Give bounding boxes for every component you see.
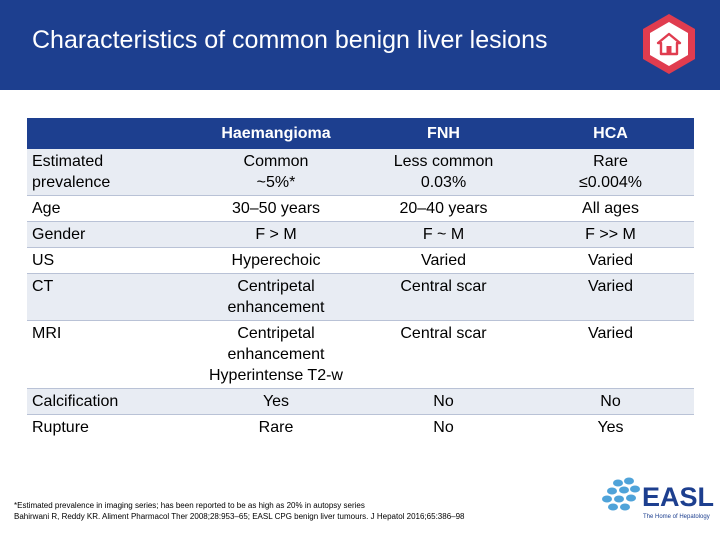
footnote: *Estimated prevalence in imaging series;…	[14, 500, 604, 522]
easl-logo-text: EASL	[642, 482, 715, 512]
cell-haemangioma: 30–50 years	[192, 195, 360, 222]
row-label: Rupture	[27, 414, 192, 440]
slide-title: Characteristics of common benign liver l…	[32, 26, 548, 54]
row-label: Age	[27, 195, 192, 222]
slide-header: Characteristics of common benign liver l…	[0, 0, 720, 90]
cell-line: ≤0.004%	[578, 174, 643, 191]
cell-hca: F >> M	[527, 221, 694, 248]
cell-line: Less common	[393, 153, 494, 170]
cell-line: 30–50 years	[231, 200, 321, 217]
cell-hca: No	[527, 388, 694, 415]
row-label: Gender	[27, 221, 192, 248]
cell-line: Yes	[262, 393, 290, 410]
cell-line: Calcification	[32, 393, 119, 410]
row-label: Estimated prevalence	[27, 149, 192, 196]
table-row: Calcification Yes No No	[27, 388, 694, 415]
cell-fnh: No	[360, 414, 527, 440]
cell-fnh: No	[360, 388, 527, 415]
cell-line: enhancement	[227, 299, 325, 316]
cell-line: No	[433, 393, 454, 410]
cell-line: 0.03%	[420, 174, 467, 191]
cell-line: Varied	[420, 252, 467, 269]
header-cell-fnh: FNH	[360, 118, 527, 149]
cell-line: Centripetal	[237, 325, 315, 342]
cell-line: Yes	[597, 419, 624, 436]
cell-line: Rare	[258, 419, 294, 436]
cell-line: Central scar	[400, 278, 487, 295]
cell-line: Rupture	[32, 419, 89, 436]
cell-line: No	[433, 419, 454, 436]
table-header-row: Haemangioma FNH HCA	[27, 118, 694, 149]
table-row: Age 30–50 years 20–40 years All ages	[27, 195, 694, 222]
cell-haemangioma: Centripetal enhancement Hyperintense T2-w	[192, 320, 360, 389]
table-row: US Hyperechoic Varied Varied	[27, 247, 694, 274]
cell-line: enhancement	[227, 346, 325, 363]
cell-line: All ages	[582, 200, 639, 217]
row-label: MRI	[27, 320, 192, 389]
header-cell-blank	[27, 118, 192, 149]
easl-logo-mark	[602, 477, 640, 511]
cell-line: F > M	[255, 226, 297, 243]
table-row: Rupture Rare No Yes	[27, 414, 694, 440]
cell-line: Varied	[587, 278, 634, 295]
cell-haemangioma: Hyperechoic	[192, 247, 360, 274]
table-row: CT Centripetal enhancement Central scar Vari…	[27, 273, 694, 321]
cell-line: Varied	[587, 252, 634, 269]
header-cell-hca: HCA	[527, 118, 694, 149]
cell-line: Centripetal	[237, 278, 315, 295]
cell-fnh: Central scar	[360, 273, 527, 321]
cell-line: prevalence	[32, 174, 111, 191]
cell-line: Rare	[593, 153, 628, 170]
row-label: US	[27, 247, 192, 274]
cell-hca: Varied	[527, 320, 694, 389]
cell-hca: Varied	[527, 247, 694, 274]
cell-line: Varied	[587, 325, 634, 342]
cell-line: Hyperechoic	[231, 252, 321, 269]
table-row: Gender F > M F ~ M F >> M	[27, 221, 694, 248]
lesion-characteristics-table: Haemangioma FNH HCA Estimated prevalence C…	[27, 118, 694, 440]
cell-line: CT	[32, 278, 54, 295]
cell-hca: Yes	[527, 414, 694, 440]
cell-fnh: F ~ M	[360, 221, 527, 248]
cell-line: Estimated	[32, 153, 104, 170]
row-label: CT	[27, 273, 192, 321]
cell-fnh: Central scar	[360, 320, 527, 389]
table-row: MRI Centripetal enhancement Hyperintense T2…	[27, 320, 694, 389]
cell-line: Gender	[32, 226, 86, 243]
footnote-references: Bahirwani R, Reddy KR. Aliment Pharmacol…	[14, 512, 465, 521]
cell-haemangioma: Centripetal enhancement	[192, 273, 360, 321]
cell-line: No	[600, 393, 621, 410]
cell-hca: All ages	[527, 195, 694, 222]
cell-line: Common	[243, 153, 309, 170]
cell-hca: Varied	[527, 273, 694, 321]
table-row: Estimated prevalence Common ~5%* Less common…	[27, 149, 694, 196]
cell-line: Hyperintense T2-w	[209, 367, 343, 384]
cell-line: 20–40 years	[399, 200, 488, 217]
cell-line: US	[32, 252, 55, 269]
home-icon[interactable]	[637, 12, 701, 76]
cell-haemangioma: F > M	[192, 221, 360, 248]
cell-line: Age	[32, 200, 61, 217]
easl-logo-tagline: The Home of Hepatology	[643, 514, 710, 520]
cell-haemangioma: Yes	[192, 388, 360, 415]
cell-fnh: 20–40 years	[360, 195, 527, 222]
header-cell-haemangioma: Haemangioma	[192, 118, 360, 149]
cell-line: F ~ M	[422, 226, 465, 243]
cell-haemangioma: Rare	[192, 414, 360, 440]
cell-hca: Rare ≤0.004%	[527, 149, 694, 196]
cell-haemangioma: Common ~5%*	[192, 149, 360, 196]
cell-fnh: Less common 0.03%	[360, 149, 527, 196]
cell-line: F >> M	[585, 226, 636, 243]
cell-fnh: Varied	[360, 247, 527, 274]
cell-line: MRI	[32, 325, 62, 342]
cell-line: Central scar	[400, 325, 487, 342]
cell-line: ~5%*	[256, 174, 296, 191]
row-label: Calcification	[27, 388, 192, 415]
table-body: Estimated prevalence Common ~5%* Less common…	[27, 149, 694, 440]
footnote-prevalence: *Estimated prevalence in imaging series;…	[14, 501, 365, 510]
